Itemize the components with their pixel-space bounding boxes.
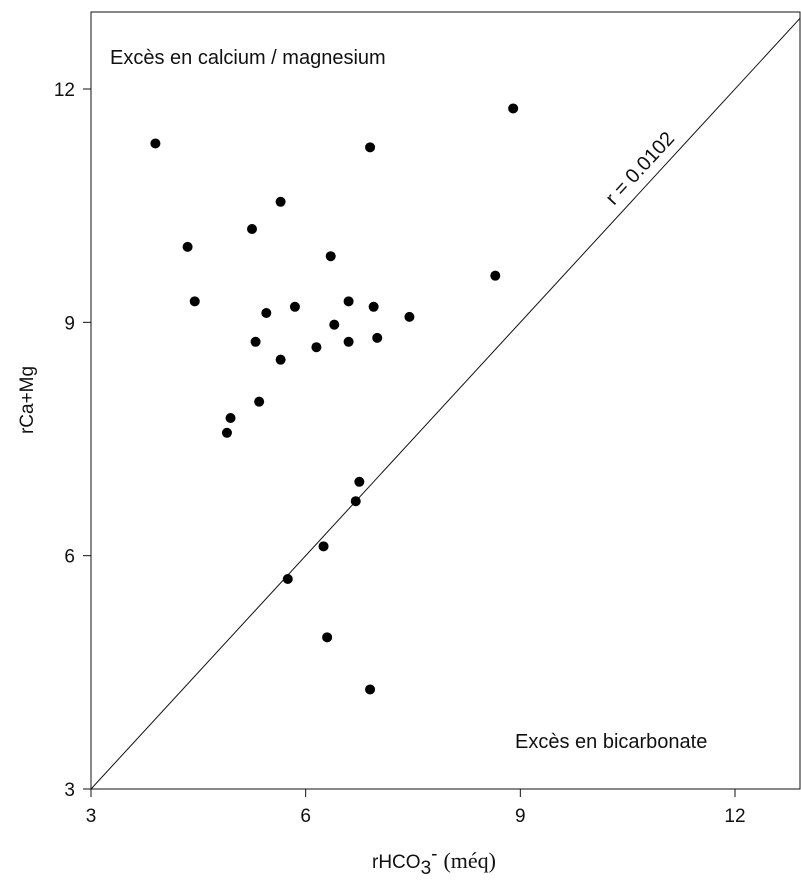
data-point xyxy=(182,241,193,252)
y-axis-ticks: 3 6 9 12 xyxy=(54,80,91,801)
x-axis-ticks: 3 6 9 12 xyxy=(86,789,746,827)
data-point xyxy=(225,413,236,423)
data-point xyxy=(372,332,383,343)
data-point xyxy=(343,296,354,307)
data-point xyxy=(189,296,200,307)
x-tick-label: 9 xyxy=(515,806,526,827)
x-axis-label: rHCO3- (méq) xyxy=(372,844,496,879)
reference-line-label: r = 0.0102 xyxy=(601,128,679,210)
data-point xyxy=(322,632,333,643)
data-points xyxy=(150,103,519,695)
x-tick-label: 3 xyxy=(86,806,97,827)
x-tick-label: 12 xyxy=(724,806,745,827)
y-tick-label: 9 xyxy=(64,313,75,334)
data-point xyxy=(404,311,415,322)
data-point xyxy=(247,224,257,234)
data-point xyxy=(221,427,232,438)
x-axis-label-superscript: - xyxy=(431,844,437,865)
annotation-top-left: Excès en calcium / magnesium xyxy=(110,47,386,69)
data-point xyxy=(368,301,379,312)
data-point xyxy=(261,308,272,318)
annotation-bottom-right: Excès en bicarbonate xyxy=(515,731,707,753)
x-axis-label-unit: (méq) xyxy=(443,848,496,873)
data-point xyxy=(354,476,365,487)
x-tick-label: 6 xyxy=(300,806,311,827)
plot-area-frame xyxy=(90,11,801,790)
data-point xyxy=(282,574,293,584)
data-point xyxy=(275,196,286,207)
data-point xyxy=(343,336,354,347)
data-point xyxy=(508,103,519,114)
y-tick-label: 3 xyxy=(64,780,75,801)
data-point xyxy=(275,354,286,365)
data-point xyxy=(365,142,376,153)
y-axis-label: rCa+Mg xyxy=(17,366,38,434)
data-point xyxy=(150,138,161,149)
data-point xyxy=(289,301,300,312)
data-point xyxy=(325,251,336,262)
data-point xyxy=(329,319,340,330)
data-point xyxy=(318,541,329,552)
y-tick-label: 6 xyxy=(64,547,75,568)
data-point xyxy=(490,270,501,281)
x-axis-label-subscript: 3 xyxy=(421,858,432,879)
data-point xyxy=(365,684,376,695)
x-axis-label-main: rHCO xyxy=(372,852,421,873)
data-point xyxy=(254,396,265,407)
reference-line xyxy=(90,18,801,790)
data-point xyxy=(350,496,361,507)
data-point xyxy=(311,342,322,353)
data-point xyxy=(250,336,261,347)
y-tick-label: 12 xyxy=(54,80,75,101)
